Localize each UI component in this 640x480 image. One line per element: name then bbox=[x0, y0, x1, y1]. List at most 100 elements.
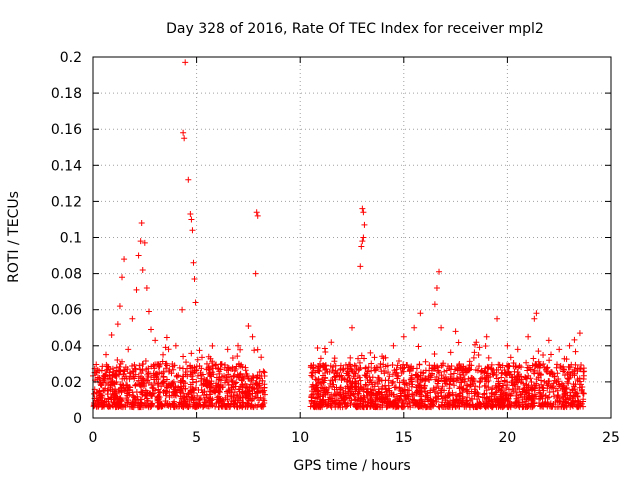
data-point bbox=[471, 386, 478, 393]
data-point bbox=[495, 366, 502, 373]
data-point bbox=[329, 377, 336, 384]
data-point bbox=[376, 390, 383, 397]
data-point bbox=[93, 369, 100, 376]
data-point bbox=[359, 205, 366, 212]
data-point bbox=[336, 373, 343, 380]
data-point bbox=[158, 383, 165, 390]
data-point bbox=[409, 396, 416, 403]
data-point bbox=[228, 386, 235, 393]
data-point bbox=[518, 391, 525, 398]
data-point bbox=[198, 365, 205, 372]
data-point bbox=[417, 397, 424, 404]
data-point bbox=[561, 355, 568, 362]
data-point bbox=[235, 342, 242, 349]
data-point bbox=[229, 354, 236, 361]
data-point bbox=[320, 399, 327, 406]
data-point bbox=[422, 358, 429, 365]
data-point bbox=[308, 398, 315, 405]
data-point bbox=[198, 375, 205, 382]
data-point bbox=[430, 402, 437, 409]
data-point bbox=[447, 375, 454, 382]
data-point bbox=[358, 243, 365, 250]
data-point bbox=[403, 395, 410, 402]
data-point bbox=[566, 342, 573, 349]
data-point bbox=[382, 382, 389, 389]
data-point bbox=[468, 362, 475, 369]
data-point bbox=[166, 389, 173, 396]
data-point bbox=[307, 403, 314, 410]
data-point bbox=[380, 355, 387, 362]
data-point bbox=[129, 315, 136, 322]
data-point bbox=[505, 362, 512, 369]
data-point bbox=[218, 360, 225, 367]
data-point bbox=[187, 365, 194, 372]
data-point bbox=[125, 399, 132, 406]
data-point bbox=[344, 370, 351, 377]
data-point bbox=[566, 375, 573, 382]
data-point bbox=[308, 370, 315, 377]
data-point bbox=[396, 395, 403, 402]
data-point bbox=[196, 347, 203, 354]
data-point bbox=[472, 404, 479, 411]
data-point bbox=[418, 377, 425, 384]
data-point bbox=[119, 358, 126, 365]
data-point bbox=[249, 333, 256, 340]
data-point bbox=[219, 384, 226, 391]
data-point bbox=[120, 384, 127, 391]
data-point bbox=[192, 299, 199, 306]
data-point bbox=[433, 373, 440, 380]
data-point bbox=[439, 362, 446, 369]
data-point bbox=[400, 379, 407, 386]
data-point bbox=[193, 367, 200, 374]
data-point bbox=[393, 366, 400, 373]
data-point bbox=[181, 135, 188, 142]
data-point bbox=[518, 364, 525, 371]
data-point bbox=[342, 395, 349, 402]
data-point bbox=[389, 379, 396, 386]
data-point bbox=[441, 378, 448, 385]
data-point bbox=[443, 403, 450, 410]
data-point bbox=[533, 376, 540, 383]
data-point bbox=[487, 401, 494, 408]
data-point bbox=[438, 362, 445, 369]
data-point bbox=[473, 339, 480, 346]
data-point bbox=[202, 399, 209, 406]
data-point bbox=[133, 388, 140, 395]
data-point bbox=[511, 381, 518, 388]
y-tick-label: 0.12 bbox=[51, 194, 82, 210]
data-point bbox=[483, 378, 490, 385]
data-point bbox=[242, 367, 249, 374]
data-point bbox=[394, 402, 401, 409]
data-point bbox=[531, 315, 538, 322]
data-point bbox=[477, 375, 484, 382]
data-point bbox=[245, 375, 252, 382]
data-point bbox=[466, 383, 473, 390]
data-point bbox=[503, 385, 510, 392]
data-point bbox=[472, 389, 479, 396]
data-point bbox=[207, 369, 214, 376]
data-point bbox=[235, 360, 242, 367]
data-point bbox=[380, 367, 387, 374]
data-point bbox=[468, 388, 475, 395]
data-point bbox=[355, 388, 362, 395]
data-point bbox=[516, 401, 523, 408]
data-point bbox=[467, 382, 474, 389]
data-point bbox=[332, 391, 339, 398]
data-point bbox=[408, 372, 415, 379]
data-point bbox=[337, 400, 344, 407]
data-point bbox=[95, 374, 102, 381]
data-point bbox=[256, 382, 263, 389]
data-point bbox=[569, 368, 576, 375]
data-point bbox=[228, 397, 235, 404]
data-point bbox=[189, 227, 196, 234]
data-point bbox=[141, 239, 148, 246]
data-point bbox=[260, 368, 267, 375]
data-point bbox=[506, 390, 513, 397]
data-point bbox=[178, 377, 185, 384]
data-point bbox=[239, 388, 246, 395]
data-point bbox=[158, 400, 165, 407]
data-point bbox=[415, 343, 422, 350]
data-point bbox=[576, 384, 583, 391]
data-point bbox=[98, 381, 105, 388]
data-point bbox=[397, 390, 404, 397]
